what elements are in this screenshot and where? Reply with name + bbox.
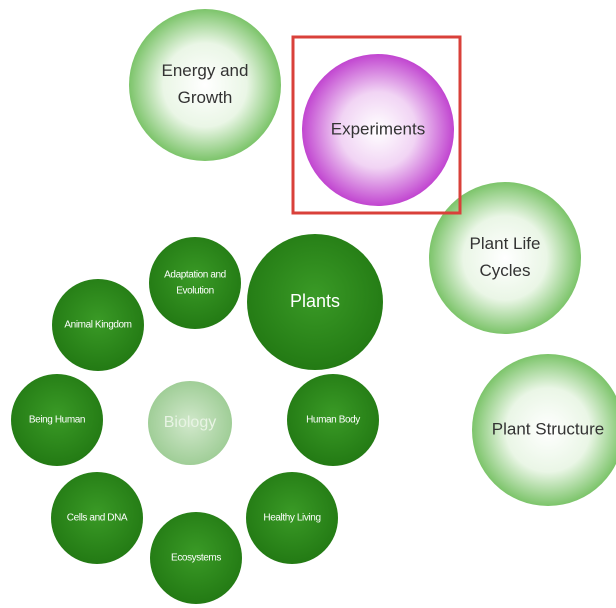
bubble-circle[interactable] (149, 237, 241, 329)
bubble[interactable]: Being Human (11, 374, 103, 466)
bubble-label[interactable]: Plants (290, 291, 340, 311)
bubble-label[interactable]: Being Human (29, 415, 85, 426)
bubble[interactable]: Experiments (302, 54, 454, 206)
bubble-label[interactable]: Ecosystems (171, 553, 221, 564)
bubble-label[interactable]: Healthy Living (263, 513, 320, 524)
bubble-label[interactable]: Cells and DNA (67, 513, 128, 524)
bubble[interactable]: Human Body (287, 374, 379, 466)
bubble[interactable]: Ecosystems (150, 512, 242, 604)
bubble-label[interactable]: Biology (164, 414, 216, 431)
bubble[interactable]: Animal Kingdom (52, 279, 144, 371)
bubble[interactable]: Plant Life Cycles (429, 182, 581, 334)
bubble[interactable]: Adaptation and Evolution (149, 237, 241, 329)
page: Energy and Growth Experiments Plant Life Cyc… (0, 0, 616, 608)
bubble[interactable]: Energy and Growth (129, 9, 281, 161)
bubble-label[interactable]: Growth (178, 88, 233, 107)
bubble-label[interactable]: Plant Structure (492, 419, 604, 438)
bubble-label[interactable]: Experiments (331, 119, 425, 138)
bubble-circle[interactable] (129, 9, 281, 161)
bubble[interactable]: Cells and DNA (51, 472, 143, 564)
bubble-label[interactable]: Adaptation and (164, 270, 226, 281)
bubble-label[interactable]: Energy and (162, 61, 249, 80)
bubble-label[interactable]: Cycles (479, 261, 530, 280)
bubble-label[interactable]: Plant Life (470, 234, 541, 253)
bubble-label[interactable]: Human Body (306, 415, 360, 426)
bubble[interactable]: Plants (247, 234, 383, 370)
bubble-menu: Energy and Growth Experiments Plant Life Cyc… (0, 0, 616, 608)
bubble-label[interactable]: Evolution (176, 286, 214, 297)
bubble-circle[interactable] (429, 182, 581, 334)
bubble-label[interactable]: Animal Kingdom (64, 320, 131, 331)
bubble[interactable]: Healthy Living (246, 472, 338, 564)
bubble[interactable]: Plant Structure (472, 354, 616, 506)
bubble[interactable]: Biology (148, 381, 232, 465)
